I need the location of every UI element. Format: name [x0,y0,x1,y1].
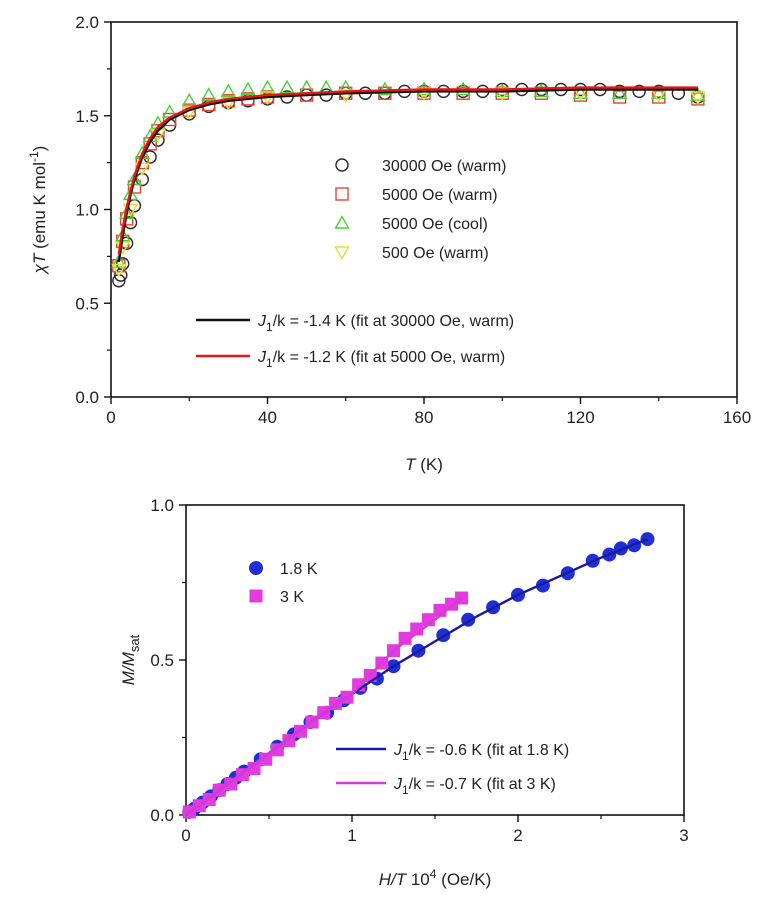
fit-line-2 [117,86,698,255]
data-point [126,171,143,186]
data-point [111,254,127,268]
legend-label: 500 Oe (warm) [382,245,489,262]
legend-label: 5000 Oe (warm) [382,187,498,204]
chart-1: 0 40 80 120 160 0.0 0.5 1.0 1.5 2.0 T (K) χT (emu K… [27,13,751,474]
y-axis-label-sub: sat [127,634,142,652]
fit-legend-rest: /k = -1.4 K (fit at 30000 Oe, warm) [273,313,514,330]
fit-legend-rest: /k = -0.6 K (fit at 1.8 K) [409,742,570,759]
x-axis-label-unit: (K) [416,455,443,474]
legend-label: 1.8 K [280,561,318,578]
x-axis-label-unit: (Oe/K) [436,870,491,889]
data-point [111,263,127,278]
y-axis-label-var: χT [30,252,49,275]
y-tick-label: 0.0 [75,388,99,407]
plot-frame [110,21,738,398]
y-tick-label: 2.0 [75,13,99,32]
x-tick-label: 0 [106,408,115,427]
fit-legend-sub: 1 [402,749,409,763]
x-axis-label: H/T 104 (Oe/K) [379,867,492,889]
y-axis-label: χT (emu K mol-1) [27,146,49,276]
y-axis-label-close: ) [30,146,49,152]
data-point [494,87,510,102]
data-point [201,87,217,101]
data-point [282,734,296,748]
data-point [632,84,646,99]
fit-legend-label: J1/k = -0.7 K (fit at 3 K) [393,776,556,797]
x-tick-label: 80 [415,408,434,427]
chart-2: 0 1 2 3 0.0 0.5 1.0 H/T 104 (Oe/K) M/Msat 1.8 K 3 … [119,496,689,889]
x-tick-label: 3 [679,826,688,845]
legend-marker [334,246,350,260]
legend-marker [249,561,263,575]
x-tick-label: 40 [258,408,277,427]
data-point [611,85,628,99]
data-point [534,86,549,100]
y-tick-label: 1.5 [75,107,99,126]
y-tick-label: 0.5 [150,651,174,670]
data-point [690,91,706,105]
data-point [279,79,295,94]
fit-legend-label: J1/k = -1.4 K (fit at 30000 Oe, warm) [257,313,514,334]
data-point [220,83,237,98]
legend-label: 5000 Oe (cool) [382,216,488,233]
x-tick-label: 1 [347,826,356,845]
legend-label: 30000 Oe (warm) [382,158,507,175]
fit-legend-var: J [257,349,267,366]
x-tick-label: 160 [723,408,751,427]
fit-legend-var: J [393,776,403,793]
fit-legend-label: J1/k = -0.6 K (fit at 1.8 K) [393,742,569,763]
x-axis-label-sup: 4 [430,867,437,881]
fit-legend-label: J1/k = -1.2 K (fit at 5000 Oe, warm) [257,349,505,370]
fit-line-2 [185,597,463,816]
fit-legend-sub: 1 [266,320,273,334]
data-point [162,112,177,127]
fit-legend-var: J [257,313,267,330]
data-point [651,85,667,99]
fit-legend-rest: /k = -1.2 K (fit at 5000 Oe, warm) [273,349,506,366]
data-point [220,96,237,111]
fit-legend-sub: 1 [402,783,409,797]
legend-marker [335,187,349,201]
legend-label: 3 K [280,589,304,606]
legend-marker [249,589,263,603]
x-axis-label-var: T [405,455,417,474]
legend-marker [335,158,349,172]
data-point [181,92,197,107]
fit-legend-sub: 1 [266,356,273,370]
y-axis-label-unit: (emu K mol [30,162,49,254]
data-point [338,89,354,104]
data-point [572,85,589,99]
y-tick-label: 1.0 [150,496,174,515]
legend-marker [334,215,350,229]
data-point [416,87,432,102]
x-axis-label-var: H/T [379,870,408,889]
data-point [690,87,706,101]
data-point [240,81,256,96]
y-axis-label-var: M/M [119,651,138,685]
y-tick-label: 0.0 [150,806,174,825]
x-tick-label: 120 [566,408,594,427]
x-axis-label: T (K) [405,455,443,474]
y-axis-label-sup: -1 [27,151,41,162]
x-axis-label-mid: 10 [406,870,430,889]
fit-legend-rest: /k = -0.7 K (fit at 3 K) [409,776,556,793]
y-tick-label: 0.5 [75,294,99,313]
data-point [377,81,393,96]
y-tick-label: 1.0 [75,201,99,220]
fit-line-1 [117,88,698,263]
data-point [224,777,238,791]
fit-legend-var: J [393,742,403,759]
y-axis-label: M/Msat [119,634,142,685]
x-tick-label: 2 [513,826,522,845]
x-tick-label: 0 [181,826,190,845]
